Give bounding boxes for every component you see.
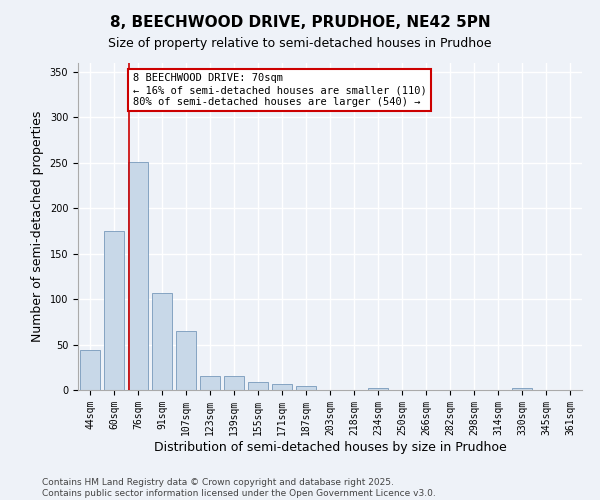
Text: Contains HM Land Registry data © Crown copyright and database right 2025.
Contai: Contains HM Land Registry data © Crown c…	[42, 478, 436, 498]
Bar	[152, 292, 172, 390]
Bar	[248, 382, 268, 390]
Bar	[272, 384, 292, 390]
Bar	[224, 376, 244, 390]
Bar	[200, 376, 220, 390]
Bar	[104, 231, 124, 390]
Bar	[296, 386, 316, 390]
Y-axis label: Number of semi-detached properties: Number of semi-detached properties	[31, 110, 44, 342]
Bar	[128, 162, 148, 390]
Bar	[512, 388, 532, 390]
Text: Size of property relative to semi-detached houses in Prudhoe: Size of property relative to semi-detach…	[108, 38, 492, 51]
Bar	[368, 388, 388, 390]
Text: 8, BEECHWOOD DRIVE, PRUDHOE, NE42 5PN: 8, BEECHWOOD DRIVE, PRUDHOE, NE42 5PN	[110, 15, 490, 30]
Bar	[80, 350, 100, 390]
Text: 8 BEECHWOOD DRIVE: 70sqm
← 16% of semi-detached houses are smaller (110)
80% of : 8 BEECHWOOD DRIVE: 70sqm ← 16% of semi-d…	[133, 74, 427, 106]
Bar	[176, 331, 196, 390]
X-axis label: Distribution of semi-detached houses by size in Prudhoe: Distribution of semi-detached houses by …	[154, 440, 506, 454]
